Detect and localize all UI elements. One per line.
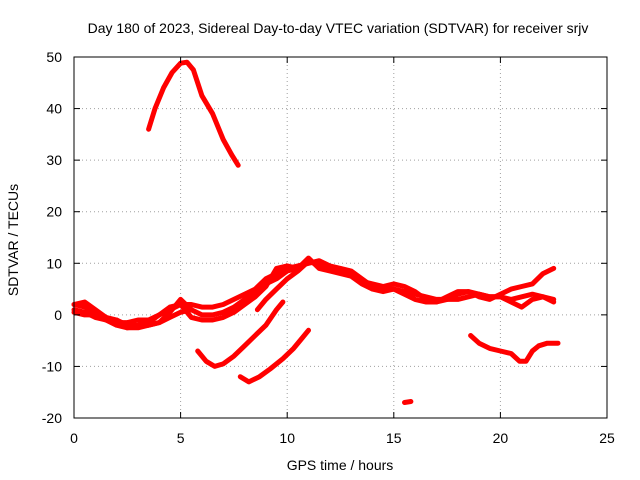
y-tick-label: 20 bbox=[46, 204, 62, 220]
x-axis-label: GPS time / hours bbox=[287, 457, 394, 473]
series-track-7 bbox=[237, 327, 311, 385]
plot-frame bbox=[73, 56, 608, 419]
chart-title: Day 180 of 2023, Sidereal Day-to-day VTE… bbox=[88, 20, 589, 36]
series-track-6 bbox=[195, 299, 286, 369]
grid-lines bbox=[74, 57, 607, 418]
y-tick-label: 0 bbox=[54, 307, 62, 323]
y-tick-label: 50 bbox=[46, 49, 62, 65]
series-track-3 bbox=[71, 255, 557, 328]
y-tick-label: -10 bbox=[42, 358, 62, 374]
x-tick-label: 0 bbox=[70, 430, 78, 446]
y-axis-label: SDTVAR / TECUs bbox=[5, 184, 21, 296]
data-series bbox=[71, 59, 561, 405]
series-track-8 bbox=[468, 333, 561, 364]
y-tick-label: -20 bbox=[42, 410, 62, 426]
y-tick-label: 30 bbox=[46, 152, 62, 168]
y-tick-label: 10 bbox=[46, 255, 62, 271]
series-track-1 bbox=[71, 258, 557, 326]
series-track-5 bbox=[254, 260, 309, 313]
x-tick-label: 5 bbox=[177, 430, 185, 446]
x-tick-label: 25 bbox=[599, 430, 615, 446]
series-arc-high bbox=[146, 59, 241, 168]
series-track-4 bbox=[71, 299, 194, 331]
x-tick-label: 10 bbox=[279, 430, 295, 446]
x-tick-label: 15 bbox=[386, 430, 402, 446]
y-tick-label: 40 bbox=[46, 101, 62, 117]
series-fragment bbox=[402, 399, 414, 405]
x-tick-label: 20 bbox=[493, 430, 509, 446]
axis-ticks: 0 5 10 15 20 25 -20 -10 0 10 20 30 40 50 bbox=[42, 49, 615, 446]
